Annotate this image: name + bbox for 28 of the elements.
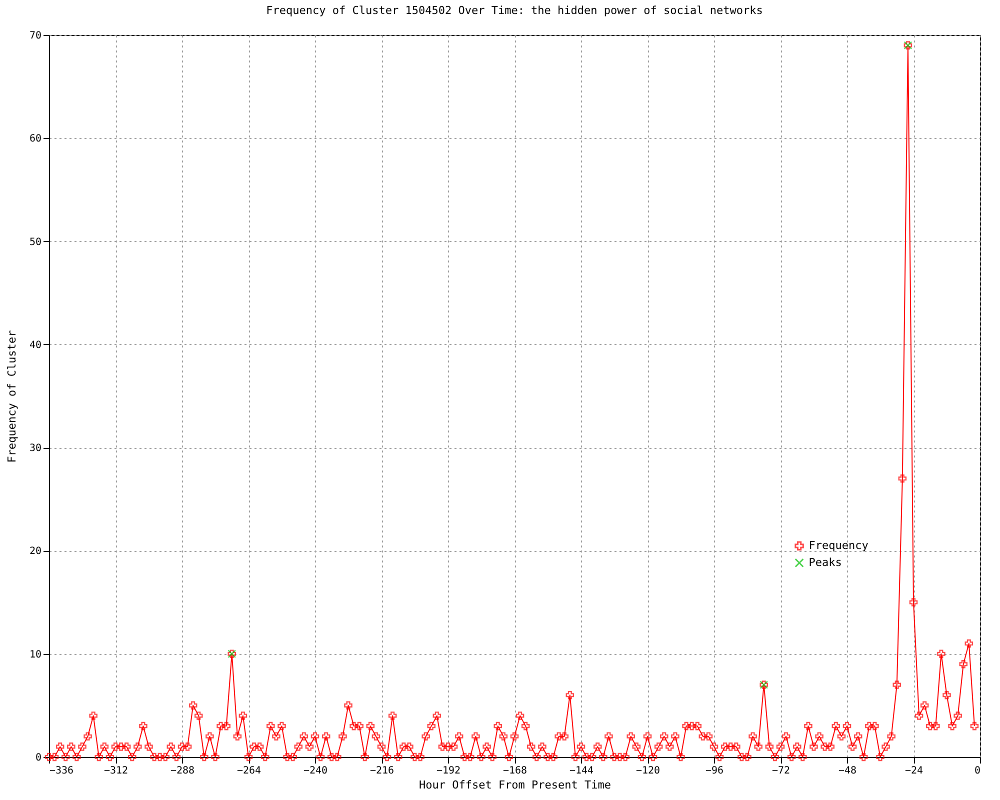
x-tick-label: −72 [772, 766, 790, 776]
y-tick-label: 10 [29, 649, 42, 660]
legend-label: Peaks [808, 556, 842, 569]
x-tick-label: 0 [974, 766, 980, 776]
x-tick-label: −288 [170, 766, 195, 776]
y-tick-label: 60 [29, 134, 42, 145]
y-tick-label: 50 [29, 236, 42, 248]
x-tick-label: −144 [569, 766, 594, 776]
x-tick-label: −120 [636, 766, 660, 776]
legend-label: Frequency [808, 538, 869, 552]
x-tick-label: −192 [436, 766, 461, 776]
x-tick-label: −240 [303, 766, 328, 776]
x-tick-label: −264 [236, 766, 262, 776]
x-tick-label: −96 [705, 766, 724, 776]
y-tick-label: 0 [35, 752, 42, 764]
x-tick-label: −168 [502, 766, 528, 776]
x-tick-label: −24 [904, 766, 924, 776]
chart-title: Frequency of Cluster 1504502 Over Time: the hidden power of social networks [266, 4, 763, 17]
y-tick-label: 20 [29, 546, 42, 558]
x-tick-label: −336 [50, 766, 74, 776]
x-tick-label: −312 [104, 766, 128, 776]
x-tick-label: −216 [370, 766, 394, 776]
y-tick-label: 40 [29, 340, 42, 351]
y-tick-label: 30 [29, 443, 42, 454]
x-axis-title: Hour Offset From Present Time [418, 778, 612, 792]
y-tick-label: 70 [29, 30, 42, 42]
y-axis-title: Frequency of Cluster [5, 330, 18, 463]
x-tick-label: −48 [838, 766, 857, 776]
